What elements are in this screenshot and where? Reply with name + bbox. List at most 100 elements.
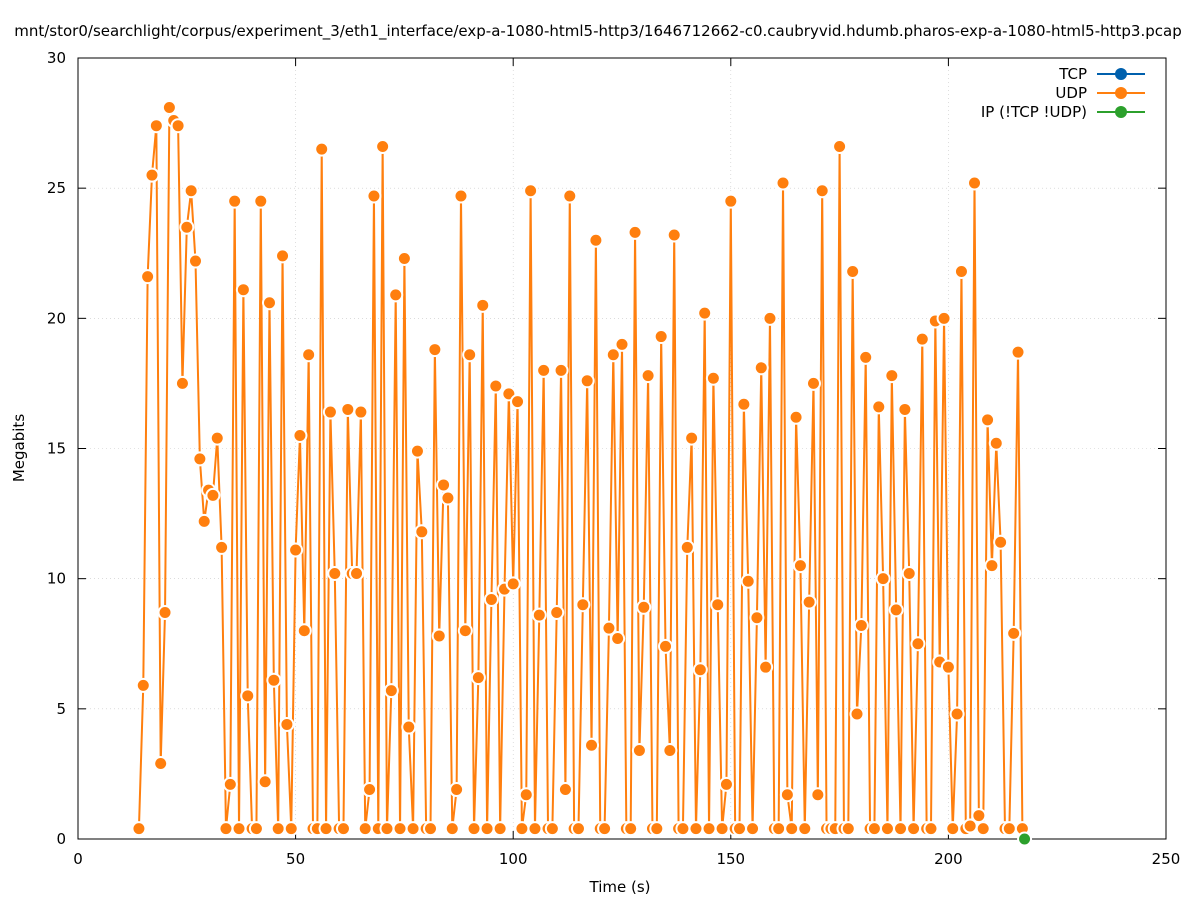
legend-marker [1115, 106, 1127, 118]
x-tick-label: 200 [934, 850, 963, 868]
x-tick-label: 250 [1152, 850, 1181, 868]
data-point [479, 821, 495, 837]
data-point [762, 310, 778, 326]
series-udp [131, 99, 1030, 837]
data-point [832, 139, 848, 155]
data-point [257, 774, 273, 790]
data-point [601, 620, 617, 636]
data-point [893, 821, 909, 837]
data-point [205, 487, 221, 503]
data-point [875, 571, 891, 587]
legend-label: TCP [1058, 65, 1087, 83]
data-point [296, 623, 312, 639]
y-axis-label: Megabits [10, 414, 28, 482]
y-tick-label: 15 [47, 440, 66, 458]
y-tick-label: 30 [47, 49, 66, 67]
data-point [396, 250, 412, 266]
data-point [723, 193, 739, 209]
data-point [1006, 625, 1022, 641]
data-point [871, 399, 887, 415]
data-point [283, 821, 299, 837]
y-tick-label: 25 [47, 179, 66, 197]
data-point [740, 573, 756, 589]
data-point [388, 287, 404, 303]
data-point [610, 631, 626, 647]
data-point [261, 295, 277, 311]
data-point [701, 821, 717, 837]
data-point [375, 139, 391, 155]
data-point [923, 821, 939, 837]
data-point [536, 362, 552, 378]
data-point [349, 565, 365, 581]
data-point [157, 605, 173, 621]
legend-label: IP (!TCP !UDP) [981, 103, 1087, 121]
legend-marker [1115, 68, 1127, 80]
data-point [335, 821, 351, 837]
data-point [553, 362, 569, 378]
data-point [214, 539, 230, 555]
data-point [392, 821, 408, 837]
data-point [640, 368, 656, 384]
data-point [993, 534, 1009, 550]
data-point [444, 821, 460, 837]
data-point [732, 821, 747, 837]
data-point [866, 821, 882, 837]
data-point [266, 672, 282, 688]
data-point [475, 297, 491, 313]
data-point [275, 248, 291, 264]
data-point [240, 688, 256, 704]
data-point [409, 443, 425, 459]
data-point [788, 409, 804, 425]
data-point [584, 737, 600, 753]
data-point [431, 628, 447, 644]
chart-title: mnt/stor0/searchlight/corpus/experiment_… [14, 22, 1181, 41]
data-point [579, 373, 595, 389]
data-point [318, 821, 334, 837]
series-line [137, 106, 1024, 830]
data-point [897, 401, 913, 417]
data-point [627, 224, 643, 240]
data-point [505, 576, 521, 592]
data-point [631, 742, 647, 758]
x-tick-label: 0 [73, 850, 83, 868]
data-point [936, 310, 952, 326]
data-point [488, 378, 504, 394]
data-point [549, 605, 565, 621]
data-point [914, 331, 930, 347]
data-point [483, 591, 499, 607]
data-point [231, 821, 247, 837]
data-point [383, 683, 399, 699]
data-point [662, 742, 678, 758]
x-tick-label: 150 [716, 850, 745, 868]
data-point [449, 782, 465, 798]
data-point [222, 776, 238, 792]
data-point [188, 253, 203, 269]
data-point [597, 821, 613, 837]
data-point [588, 232, 604, 248]
data-point [879, 821, 895, 837]
data-point [253, 193, 269, 209]
series-layer [131, 99, 1033, 847]
data-point [183, 183, 199, 199]
data-point [144, 167, 160, 183]
data-point [440, 490, 456, 506]
data-point [362, 782, 378, 798]
data-point [697, 305, 713, 321]
data-point [810, 787, 826, 803]
data-point [436, 477, 452, 493]
data-point [196, 513, 212, 529]
data-point [353, 404, 369, 420]
data-point [279, 716, 295, 732]
y-tick-label: 5 [56, 700, 66, 718]
data-point [492, 821, 508, 837]
y-tick-label: 10 [47, 570, 66, 588]
data-point [453, 188, 469, 204]
data-point [179, 219, 195, 235]
data-point [314, 141, 330, 157]
data-point [322, 404, 338, 420]
data-point [192, 451, 208, 467]
data-point [427, 342, 443, 358]
data-point [148, 118, 164, 134]
data-point [209, 430, 225, 446]
